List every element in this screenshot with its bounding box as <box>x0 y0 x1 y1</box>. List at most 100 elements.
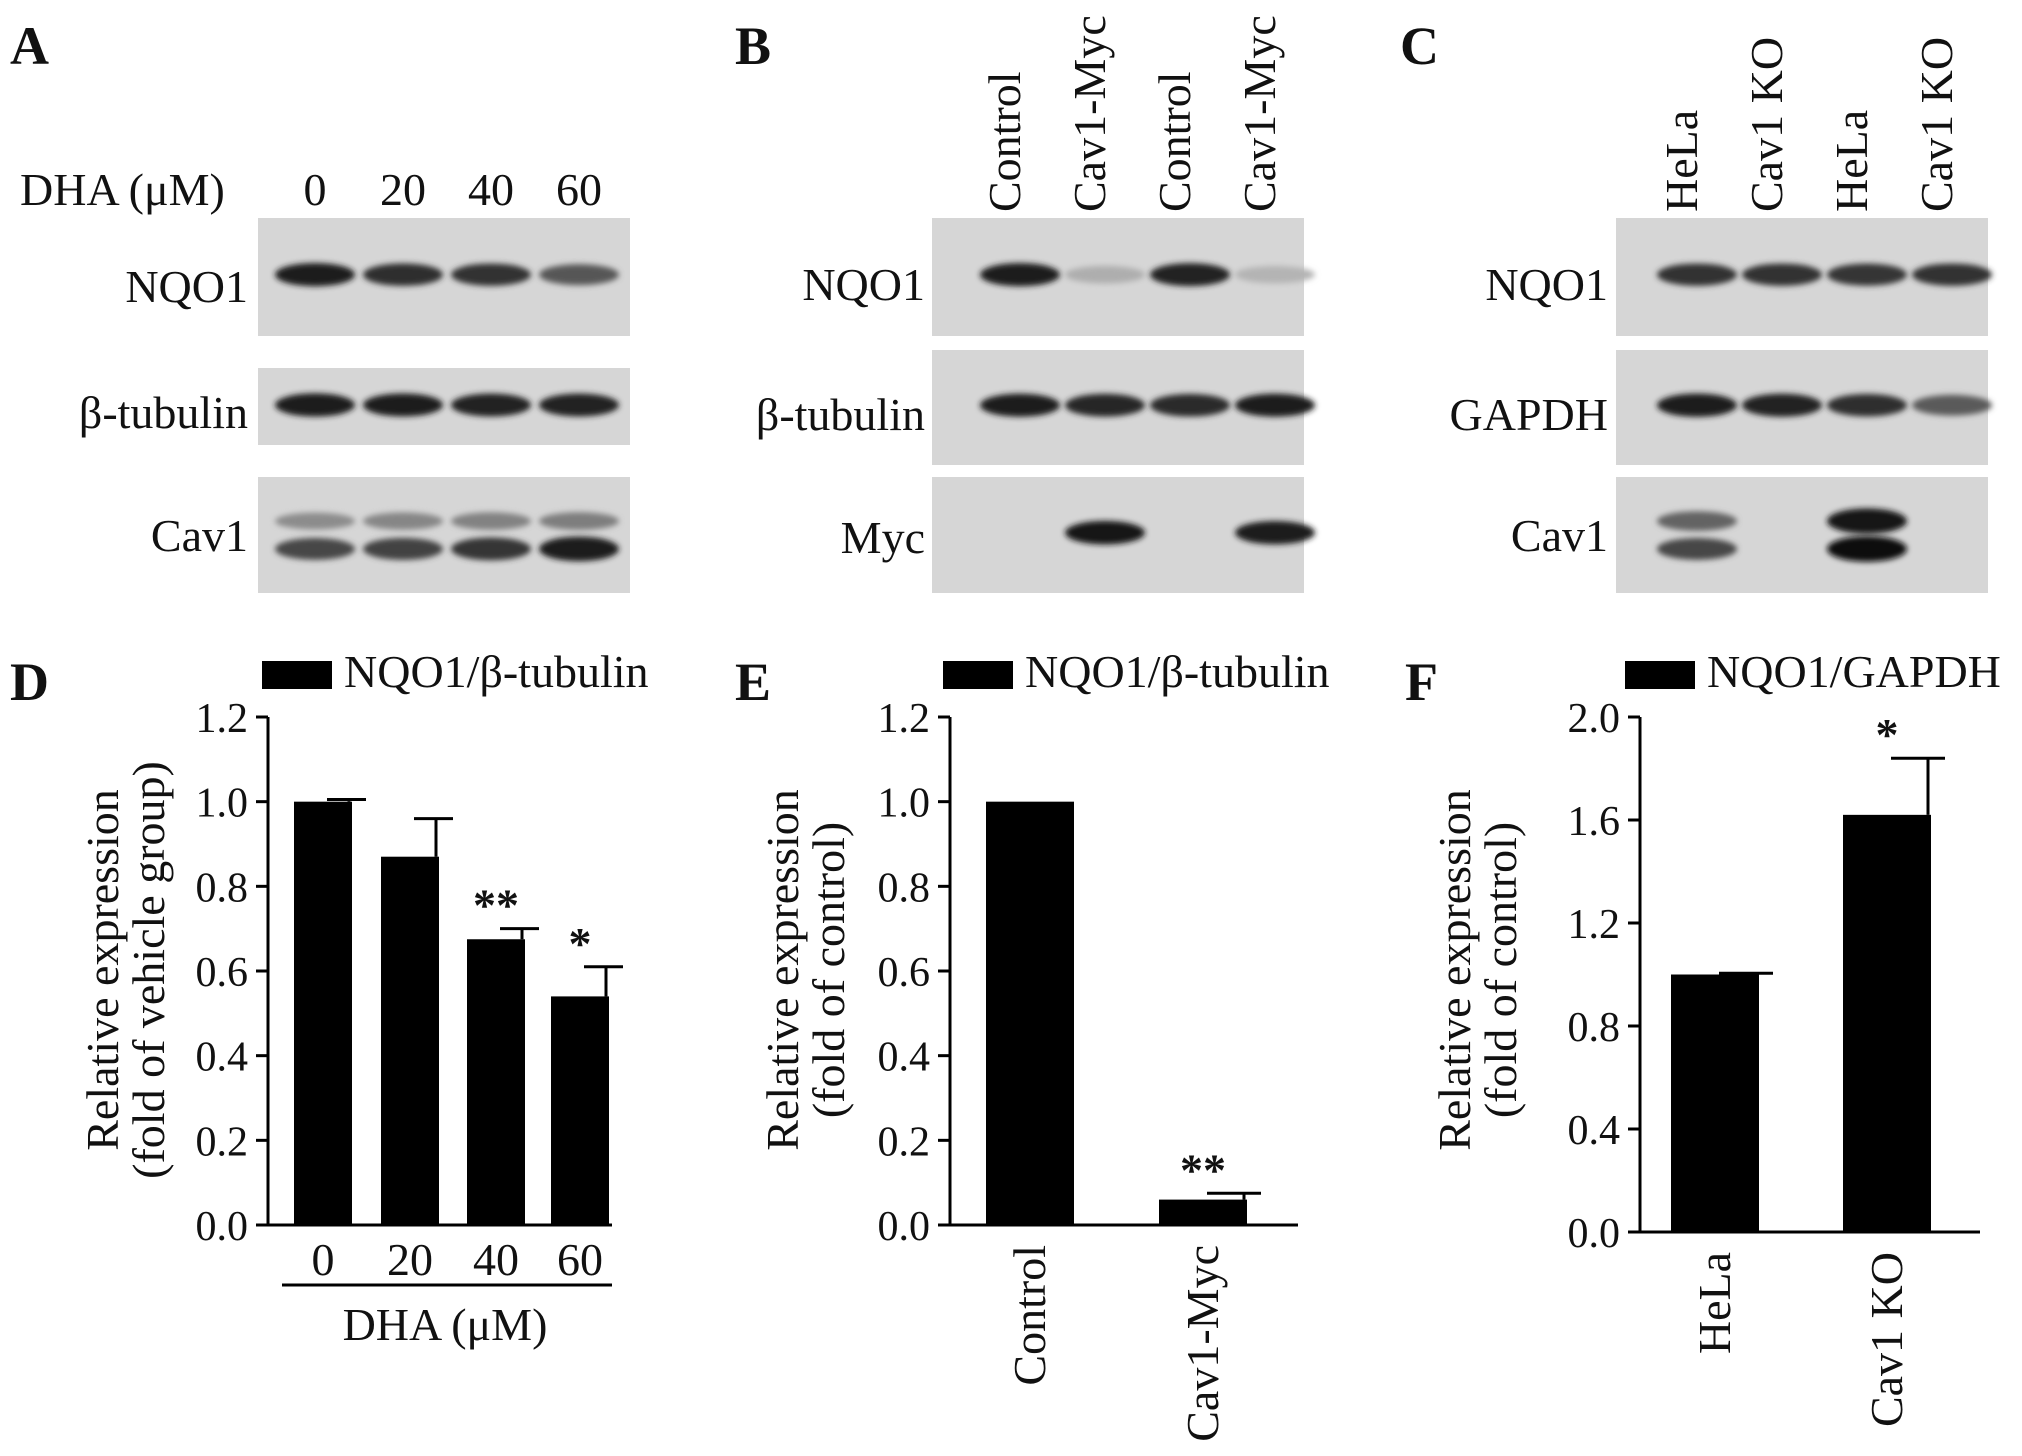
x-axis-label: DHA (μM) <box>343 1299 548 1350</box>
panel-e-chart: NQO1/β-tubulin 0.0 0.2 0.4 0.6 0.8 1.0 1.2 Relat… <box>757 646 1330 1442</box>
y-axis-label: (fold of vehicle group) <box>123 761 174 1179</box>
blot-band <box>1827 536 1907 562</box>
bar <box>1671 974 1759 1232</box>
x-tick-label: Cav1 KO <box>1861 1252 1912 1427</box>
y-tick-label: 2.0 <box>1568 696 1621 742</box>
panel-a-lane-label: 40 <box>468 164 514 215</box>
y-tick-label: 0.0 <box>196 1204 249 1250</box>
blot-band <box>1150 263 1230 287</box>
blot-strip <box>258 477 630 593</box>
blot-band <box>275 262 355 287</box>
blot-band <box>1742 263 1822 286</box>
panel-c: C HeLa Cav1 KO HeLa Cav1 KO NQO1 GAPDH C… <box>1400 16 1992 593</box>
blot-band <box>1150 393 1230 417</box>
x-tick-label: HeLa <box>1689 1252 1740 1354</box>
panel-b-lane-label: Control <box>979 71 1030 212</box>
blot-band <box>980 263 1060 287</box>
legend-label: NQO1/β-tubulin <box>1025 646 1330 697</box>
panel-c-lane-label: HeLa <box>1656 110 1707 212</box>
blot-band <box>1065 520 1145 545</box>
y-tick-label: 1.2 <box>196 696 249 742</box>
y-axis-label: (fold of control) <box>1475 822 1526 1118</box>
y-tick-label: 0.8 <box>1568 1005 1621 1051</box>
blot-band <box>1827 263 1907 286</box>
legend-label: NQO1/GAPDH <box>1707 646 2001 697</box>
y-tick-label: 0.8 <box>878 865 931 911</box>
y-tick-label: 0.4 <box>1568 1108 1621 1154</box>
y-tick-label: 0.2 <box>196 1119 249 1165</box>
panel-a-row-label: NQO1 <box>125 261 248 312</box>
panel-f-letter: F <box>1405 652 1438 712</box>
panel-c-letter: C <box>1400 16 1439 76</box>
blot-band <box>539 264 619 286</box>
blot-band <box>1235 266 1315 284</box>
blot-band <box>1657 393 1737 417</box>
blot-band <box>1912 263 1992 286</box>
blot-band <box>363 512 443 530</box>
blot-band <box>1912 394 1992 416</box>
y-axis-label: Relative expression <box>1429 789 1480 1151</box>
x-tick-label: Cav1-Myc <box>1177 1245 1228 1442</box>
panel-b-row-label: β-tubulin <box>756 389 925 440</box>
y-tick-label: 0.0 <box>1568 1211 1621 1257</box>
panel-d-letter: D <box>10 652 49 712</box>
legend-swatch <box>943 661 1013 689</box>
blot-band <box>363 263 443 286</box>
blot-band <box>1235 393 1315 417</box>
legend-swatch <box>262 661 332 689</box>
panel-a-row-label: β-tubulin <box>79 387 248 438</box>
y-tick-label: 0.6 <box>196 950 249 996</box>
x-tick-label: 40 <box>473 1234 519 1285</box>
blot-band <box>275 393 355 417</box>
blot-band <box>451 393 531 417</box>
blot-band <box>275 538 355 560</box>
blot-band <box>1742 393 1822 417</box>
y-tick-label: 1.2 <box>1568 902 1621 948</box>
blot-band <box>1827 393 1907 417</box>
y-tick-label: 1.0 <box>878 781 931 827</box>
panel-b-lane-label: Cav1-Myc <box>1234 15 1285 212</box>
bar <box>1159 1199 1247 1225</box>
bar <box>986 801 1074 1225</box>
panel-a-lane-label: 20 <box>380 164 426 215</box>
blot-band <box>363 537 443 560</box>
y-tick-label: 0.4 <box>878 1035 931 1081</box>
panel-c-lane-label: HeLa <box>1826 110 1877 212</box>
bar <box>1843 814 1931 1232</box>
panel-c-blot <box>1616 218 1992 593</box>
blot-band <box>363 393 443 417</box>
legend-label: NQO1/β-tubulin <box>344 646 649 697</box>
panel-e: E NQO1/β-tubulin 0.0 0.2 0.4 0.6 0.8 1.0 1.2 Rel… <box>735 646 1330 1442</box>
panel-c-lane-label: Cav1 KO <box>1741 37 1792 212</box>
bar <box>467 939 525 1225</box>
blot-band <box>1657 263 1737 286</box>
bar <box>294 801 352 1225</box>
panel-a: A DHA (μM) 0 20 40 60 NQO1 β-tubulin Cav… <box>10 16 630 593</box>
y-tick-label: 0.0 <box>878 1204 931 1250</box>
y-axis-label: (fold of control) <box>803 822 854 1118</box>
significance-marker: ** <box>473 880 519 931</box>
y-tick-label: 1.2 <box>878 696 931 742</box>
y-axis-label: Relative expression <box>77 789 128 1151</box>
panel-b-blot <box>932 218 1315 593</box>
y-tick-label: 0.8 <box>196 865 249 911</box>
panel-d: D NQO1/β-tubulin 0.0 0.2 0.4 0.6 0.8 1.0 1.2 Rel… <box>10 646 649 1350</box>
y-tick-label: 0.2 <box>878 1119 931 1165</box>
x-tick-label: 0 <box>312 1234 335 1285</box>
panel-b-letter: B <box>735 16 771 76</box>
blot-band <box>451 263 531 286</box>
panel-a-lane-label: 0 <box>304 164 327 215</box>
x-tick-label: Control <box>1004 1245 1055 1386</box>
panel-c-row-label: GAPDH <box>1450 389 1608 440</box>
significance-marker: * <box>569 918 592 969</box>
panel-b-row-label: Myc <box>841 512 925 563</box>
panel-c-row-label: Cav1 <box>1511 510 1608 561</box>
panel-d-chart: NQO1/β-tubulin 0.0 0.2 0.4 0.6 0.8 1.0 1.2 Relat… <box>77 646 649 1350</box>
panel-f: F NQO1/GAPDH 0.0 0.4 0.8 1.2 1.6 2.0 Relative e… <box>1405 646 2001 1427</box>
panel-b-lane-label: Cav1-Myc <box>1064 15 1115 212</box>
legend-swatch <box>1625 661 1695 689</box>
significance-marker: ** <box>1180 1144 1226 1195</box>
bar <box>381 856 439 1225</box>
bar <box>551 996 609 1225</box>
